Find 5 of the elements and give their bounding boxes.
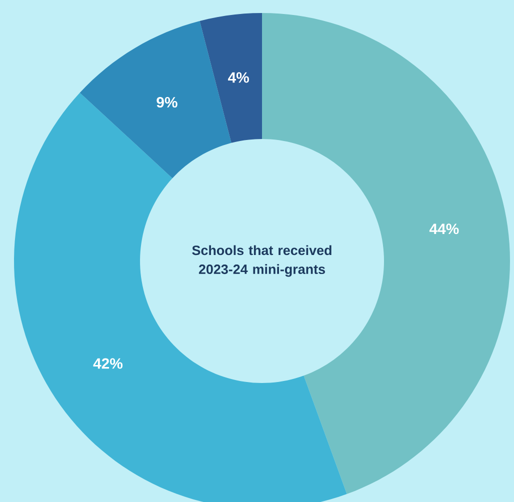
text: Schools that received 2023-24 mini-grants [192, 245, 332, 277]
data-label: 9% [156, 96, 178, 108]
data-label: 42% [93, 358, 123, 369]
data-label: 4% [228, 72, 249, 83]
data-label: 44% [429, 224, 459, 234]
